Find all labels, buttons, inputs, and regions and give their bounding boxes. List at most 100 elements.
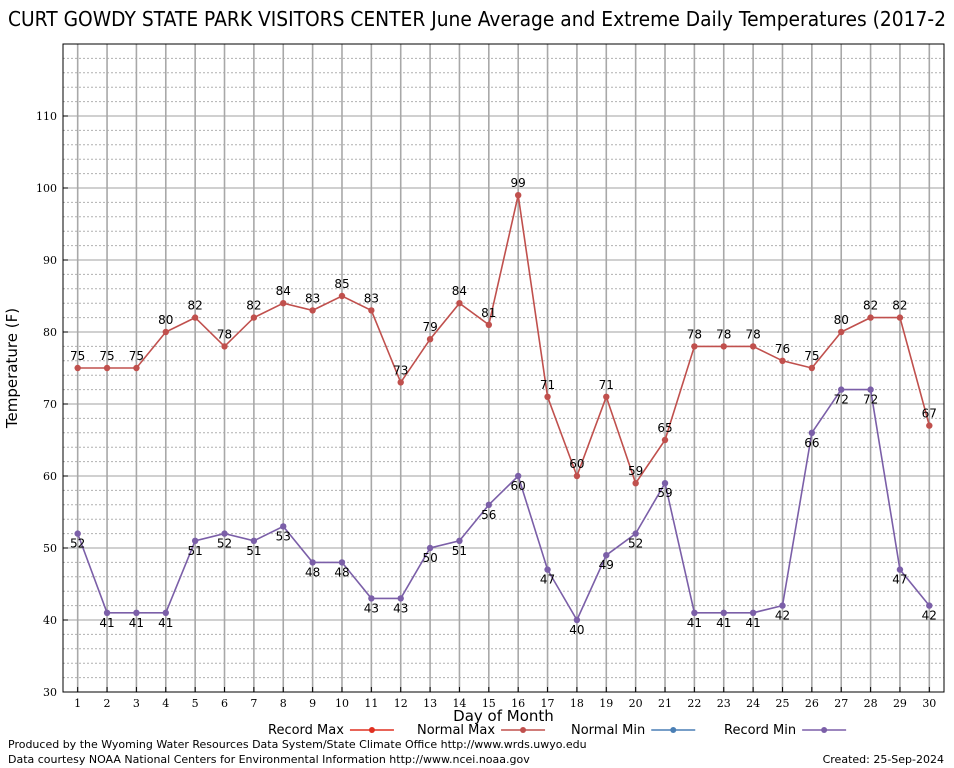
data-label: 75 <box>129 349 144 363</box>
data-label: 71 <box>540 378 555 392</box>
data-label: 52 <box>628 537 643 551</box>
data-point <box>250 537 258 544</box>
data-label: 52 <box>217 537 232 551</box>
data-point <box>191 537 199 544</box>
data-point <box>456 300 463 307</box>
data-label: 51 <box>246 544 261 558</box>
data-point <box>632 530 639 537</box>
data-label: 80 <box>158 313 173 327</box>
data-label: 41 <box>745 616 760 630</box>
data-label: 75 <box>804 349 819 363</box>
data-label: 84 <box>276 284 291 298</box>
data-label: 84 <box>452 284 467 298</box>
legend-swatch-marker <box>821 727 828 733</box>
data-point <box>896 566 904 573</box>
data-point <box>603 393 610 400</box>
data-label: 82 <box>188 299 203 313</box>
y-tick-label: 110 <box>36 110 57 123</box>
data-point <box>426 544 434 552</box>
data-label: 83 <box>364 291 379 305</box>
data-label: 80 <box>834 313 849 327</box>
x-tick-label: 24 <box>746 697 760 710</box>
x-tick-label: 6 <box>221 697 228 710</box>
data-label: 49 <box>599 558 614 572</box>
data-label: 79 <box>422 320 437 334</box>
x-tick-label: 14 <box>452 697 466 710</box>
data-label: 59 <box>657 486 672 500</box>
legend-label: Record Min <box>724 723 796 738</box>
y-tick-label: 70 <box>43 398 57 411</box>
y-axis-label: Temperature (F) <box>3 308 21 429</box>
data-point <box>397 595 404 602</box>
y-tick-label: 90 <box>43 254 57 267</box>
data-point <box>720 343 727 350</box>
data-point <box>456 537 463 544</box>
series-record-max: 75 75 75 80 82 78 82 84 83 85 83 73 79 84 81 99 71 60 71 59… <box>70 176 937 487</box>
x-tick-label: 10 <box>335 697 349 710</box>
y-tick-label: 30 <box>43 686 57 699</box>
chart-title: CURT GOWDY STATE PARK VISITORS CENTER Ju… <box>8 7 946 31</box>
data-point <box>779 602 786 609</box>
data-label: 43 <box>393 601 408 615</box>
data-point <box>573 472 581 480</box>
legend-label: Normal Min <box>571 723 645 738</box>
data-point <box>74 364 81 372</box>
series-line <box>77 195 931 485</box>
data-point <box>514 472 522 480</box>
data-point <box>896 314 904 321</box>
data-label: 47 <box>892 573 907 587</box>
data-point <box>191 314 199 321</box>
x-tick-label: 17 <box>541 697 555 710</box>
legend-swatch-marker <box>670 727 677 733</box>
data-label: 41 <box>716 616 731 630</box>
data-label: 78 <box>217 327 232 341</box>
data-label: 42 <box>775 609 790 623</box>
data-point <box>926 422 933 429</box>
data-point <box>838 328 845 336</box>
data-point <box>514 192 522 199</box>
legend-item: Record Min <box>724 723 847 738</box>
x-tick-label: 3 <box>133 697 140 710</box>
x-tick-label: 25 <box>775 697 789 710</box>
x-tick-label: 8 <box>280 697 287 710</box>
data-label: 99 <box>511 176 526 190</box>
data-point <box>426 336 434 343</box>
x-tick-label: 18 <box>570 697 584 710</box>
data-label: 72 <box>863 393 878 407</box>
data-point <box>720 609 727 616</box>
data-point <box>661 480 669 487</box>
data-label: 42 <box>922 609 937 623</box>
data-point <box>280 523 287 530</box>
y-tick-label: 80 <box>43 326 57 339</box>
x-tick-label: 20 <box>629 697 643 710</box>
data-point <box>397 379 404 386</box>
data-label: 82 <box>246 299 261 313</box>
data-point <box>691 609 698 616</box>
data-point <box>661 436 669 444</box>
legend-label: Record Max <box>268 723 344 738</box>
data-point <box>838 386 845 393</box>
legend-label: Normal Max <box>417 723 495 738</box>
x-tick-label: 12 <box>394 697 408 710</box>
data-point <box>808 429 816 436</box>
series: 75 75 75 80 82 78 82 84 83 85 83 73 79 84 81 99 71 60 71 59… <box>70 176 937 637</box>
x-axis-label: Day of Month <box>453 707 554 725</box>
data-label: 60 <box>569 457 584 471</box>
data-label: 65 <box>657 421 672 435</box>
data-label: 71 <box>599 378 614 392</box>
x-tick-label: 19 <box>599 697 613 710</box>
footer-produced-by: Produced by the Wyoming Water Resources … <box>8 738 587 751</box>
legend-item: Normal Max <box>417 723 546 738</box>
data-label: 82 <box>863 299 878 313</box>
legend-item: Record Max <box>268 723 394 738</box>
data-label: 59 <box>628 464 643 478</box>
x-tick-label: 11 <box>364 697 378 710</box>
data-point <box>103 609 111 616</box>
x-tick-label: 21 <box>658 697 672 710</box>
data-point <box>309 559 316 566</box>
data-label: 78 <box>687 327 702 341</box>
y-tick-label: 40 <box>43 614 57 627</box>
legend-item: Normal Min <box>571 723 696 738</box>
